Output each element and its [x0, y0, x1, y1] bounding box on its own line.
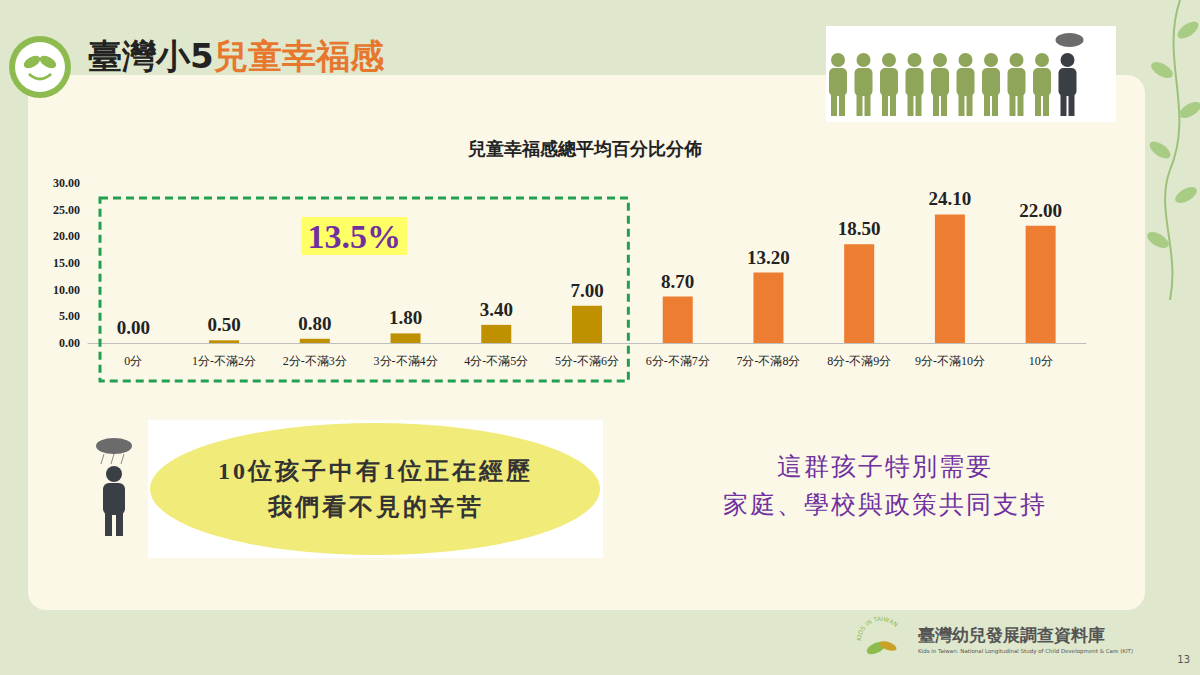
svg-text:0分: 0分 — [124, 354, 142, 368]
html-text:臺灣幼兒發展調查資料庫: 臺灣幼兒發展調查資料庫 — [918, 625, 1105, 645]
svg-text:8分-不滿9分: 8分-不滿9分 — [827, 354, 891, 368]
html-text:13: 13 — [1177, 654, 1190, 665]
svg-text:4分-不滿5分: 4分-不滿5分 — [464, 354, 528, 368]
svg-text:18.50: 18.50 — [838, 218, 881, 239]
svg-text:2分-不滿3分: 2分-不滿3分 — [283, 354, 347, 368]
svg-text:5分-不滿6分: 5分-不滿6分 — [555, 354, 619, 368]
html-text:10位孩子中有1位正在經歷: 10位孩子中有1位正在經歷 — [218, 458, 533, 484]
svg-text:3.40: 3.40 — [480, 299, 513, 320]
svg-text:7分-不滿8分: 7分-不滿8分 — [736, 354, 800, 368]
svg-text:5.00: 5.00 — [59, 309, 80, 323]
html-text:我們看不見的辛苦: 我們看不見的辛苦 — [267, 494, 484, 520]
svg-text:6分-不滿7分: 6分-不滿7分 — [646, 354, 710, 368]
html-text:Kids in Taiwan: National Longi: Kids in Taiwan: National Longitudinal St… — [918, 648, 1134, 654]
svg-text:0.80: 0.80 — [298, 313, 331, 334]
svg-text:兒童幸福感總平均百分比分佈: 兒童幸福感總平均百分比分佈 — [467, 138, 702, 159]
svg-text:22.00: 22.00 — [1019, 200, 1062, 221]
svg-text:1.80: 1.80 — [389, 307, 422, 328]
html-text:臺灣小5兒童幸福感: 臺灣小5兒童幸福感 — [88, 36, 384, 76]
svg-text:0.50: 0.50 — [207, 314, 240, 335]
svg-text:1分-不滿2分: 1分-不滿2分 — [192, 354, 256, 368]
svg-text:7.00: 7.00 — [570, 280, 603, 301]
svg-text:KIDS IN TAIWAN: KIDS IN TAIWAN — [855, 615, 900, 641]
svg-text:10.00: 10.00 — [53, 283, 80, 297]
svg-text:3分-不滿4分: 3分-不滿4分 — [374, 354, 438, 368]
svg-text:8.70: 8.70 — [661, 271, 694, 292]
html-text:這群孩子特別需要: 這群孩子特別需要 — [777, 452, 993, 481]
svg-text:13.20: 13.20 — [747, 247, 790, 268]
svg-text:0.00: 0.00 — [59, 336, 80, 350]
svg-text:15.00: 15.00 — [53, 256, 80, 270]
html-text:家庭、學校與政策共同支持: 家庭、學校與政策共同支持 — [723, 490, 1047, 519]
svg-text:9分-不滿10分: 9分-不滿10分 — [915, 354, 985, 368]
svg-text:25.00: 25.00 — [53, 203, 80, 217]
svg-text:20.00: 20.00 — [53, 229, 80, 243]
svg-text:24.10: 24.10 — [929, 188, 972, 209]
svg-text:10分: 10分 — [1029, 354, 1053, 368]
svg-text:13.5%: 13.5% — [307, 218, 401, 255]
svg-text:30.00: 30.00 — [53, 176, 80, 190]
svg-text:0.00: 0.00 — [117, 317, 150, 338]
